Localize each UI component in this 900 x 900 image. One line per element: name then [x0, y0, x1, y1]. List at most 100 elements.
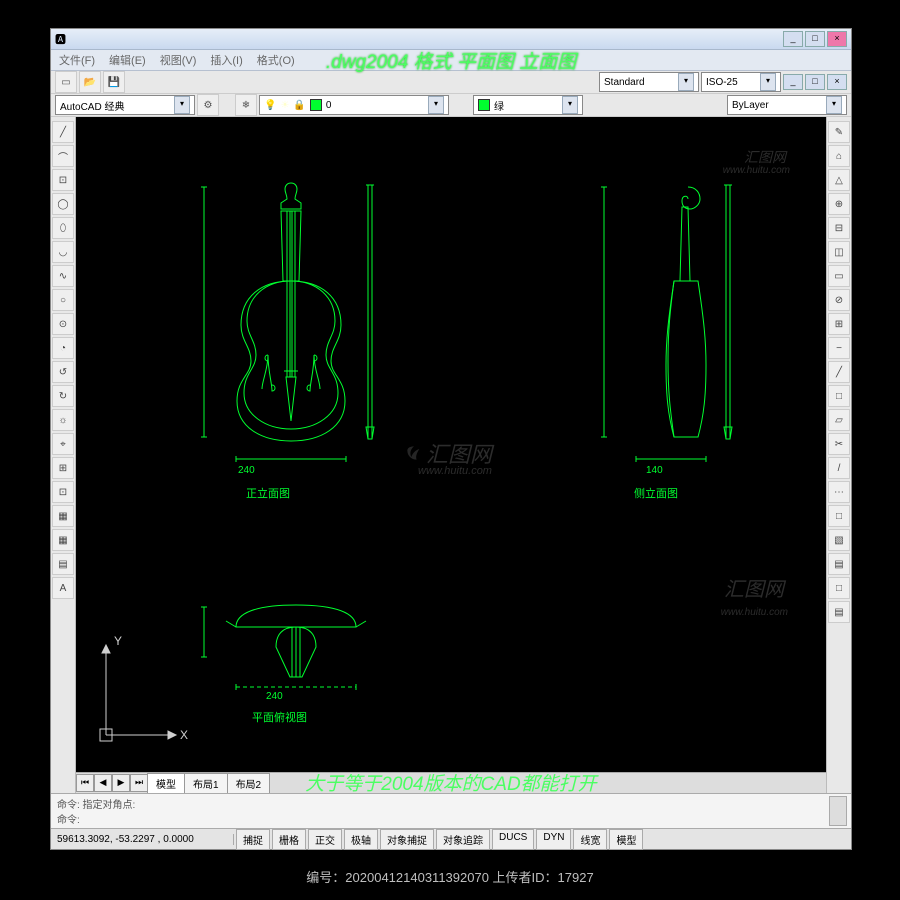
draw-tool-icon[interactable]: ⊞ — [52, 457, 74, 479]
modify-tool-icon[interactable]: ◫ — [828, 241, 850, 263]
draw-tool-icon[interactable]: ○ — [52, 289, 74, 311]
modify-tool-icon[interactable]: □ — [828, 385, 850, 407]
linetype-combo[interactable]: ByLayer▾ — [727, 95, 847, 115]
layer-tool-icon[interactable]: ❄ — [235, 94, 257, 116]
coords-readout: 59613.3092, -53.2297 , 0.0000 — [51, 834, 234, 845]
modify-tool-icon[interactable]: ▱ — [828, 409, 850, 431]
toolbar-row-1: ▭ 📂 💾 Standard▾ ISO-25▾ _ □ × — [51, 71, 851, 94]
modify-toolbar: ✎⌂△⊕⊟◫▭⊘⊞−╱□▱✂/⋯□▧▤□▤ — [826, 117, 851, 793]
status-bar: 59613.3092, -53.2297 , 0.0000 捕捉栅格正交极轴对象… — [51, 828, 851, 849]
modify-tool-icon[interactable]: ⊞ — [828, 313, 850, 335]
svg-text:Y: Y — [114, 634, 122, 648]
modify-tool-icon[interactable]: ⋯ — [828, 481, 850, 503]
style-combo[interactable]: Standard▾ — [599, 72, 699, 92]
modify-tool-icon[interactable]: ✂ — [828, 433, 850, 455]
draw-tool-icon[interactable]: ↺ — [52, 361, 74, 383]
gear-icon[interactable]: ⚙ — [197, 94, 219, 116]
layer-combo[interactable]: 💡☀🔒 0▾ — [259, 95, 449, 115]
draw-tool-icon[interactable]: ◔ — [52, 337, 74, 359]
draw-tool-icon[interactable]: ╱ — [52, 121, 74, 143]
modify-tool-icon[interactable]: □ — [828, 577, 850, 599]
modify-tool-icon[interactable]: □ — [828, 505, 850, 527]
modify-tool-icon[interactable]: ⊟ — [828, 217, 850, 239]
drawing-canvas[interactable]: 汇图网 www.huitu.com 汇图网 www.huitu.com 汇图网 … — [76, 117, 826, 772]
min-button[interactable]: _ — [783, 31, 803, 47]
draw-tool-icon[interactable]: ☼ — [52, 409, 74, 431]
modify-tool-icon[interactable]: − — [828, 337, 850, 359]
status-toggle[interactable]: DUCS — [492, 829, 534, 850]
tool-new-icon[interactable]: ▭ — [55, 71, 77, 93]
modify-tool-icon[interactable]: ▤ — [828, 553, 850, 575]
status-toggle[interactable]: 对象捕捉 — [380, 829, 434, 850]
modify-tool-icon[interactable]: ⊘ — [828, 289, 850, 311]
watermark: 汇图网 — [744, 147, 786, 167]
menu-item[interactable]: 视图(V) — [160, 52, 197, 68]
tab-prev-icon[interactable]: ◀ — [94, 774, 112, 792]
tab-layout1[interactable]: 布局1 — [184, 773, 228, 794]
draw-tool-icon[interactable]: ∿ — [52, 265, 74, 287]
status-toggle[interactable]: 捕捉 — [236, 829, 270, 850]
dimstyle-combo[interactable]: ISO-25▾ — [701, 72, 781, 92]
draw-tool-icon[interactable]: ⬯ — [52, 217, 74, 239]
tab-layout2[interactable]: 布局2 — [227, 773, 271, 794]
command-line[interactable]: 命令: 指定对角点: 命令: — [51, 793, 851, 828]
menu-item[interactable]: 格式(O) — [257, 52, 295, 68]
draw-tool-icon[interactable]: A — [52, 577, 74, 599]
status-toggle[interactable]: DYN — [536, 829, 571, 850]
status-toggle[interactable]: 线宽 — [573, 829, 607, 850]
draw-tool-icon[interactable]: ↻ — [52, 385, 74, 407]
layer-color-swatch — [310, 99, 322, 111]
doc-min-button[interactable]: _ — [783, 74, 803, 90]
doc-close-button[interactable]: × — [827, 74, 847, 90]
draw-tool-icon[interactable]: ⌒ — [52, 145, 74, 167]
modify-tool-icon[interactable]: / — [828, 457, 850, 479]
modify-tool-icon[interactable]: ▤ — [828, 601, 850, 623]
draw-tool-icon[interactable]: ▦ — [52, 505, 74, 527]
status-toggle[interactable]: 栅格 — [272, 829, 306, 850]
tab-next-icon[interactable]: ▶ — [112, 774, 130, 792]
tab-model[interactable]: 模型 — [147, 773, 185, 794]
draw-tool-icon[interactable]: ⊙ — [52, 313, 74, 335]
draw-tool-icon[interactable]: ▦ — [52, 529, 74, 551]
menu-item[interactable]: 编辑(E) — [109, 52, 146, 68]
violin-front-view — [196, 177, 386, 490]
cad-window: 🅰 _ □ × 文件(F) 编辑(E) 视图(V) 插入(I) 格式(O) .d… — [50, 28, 852, 850]
modify-tool-icon[interactable]: ⊕ — [828, 193, 850, 215]
modify-tool-icon[interactable]: ✎ — [828, 121, 850, 143]
modify-tool-icon[interactable]: ⌂ — [828, 145, 850, 167]
tab-last-icon[interactable]: ⏭ — [130, 774, 148, 792]
modify-tool-icon[interactable]: ▧ — [828, 529, 850, 551]
status-toggle[interactable]: 模型 — [609, 829, 643, 850]
draw-tool-icon[interactable]: ▤ — [52, 553, 74, 575]
draw-tool-icon[interactable]: ⌖ — [52, 433, 74, 455]
max-button[interactable]: □ — [805, 31, 825, 47]
draw-tool-icon[interactable]: ⊡ — [52, 169, 74, 191]
color-combo[interactable]: 绿▾ — [473, 95, 583, 115]
workspace-combo[interactable]: AutoCAD 经典▾ — [55, 95, 195, 115]
menu-item[interactable]: 文件(F) — [59, 52, 95, 68]
draw-tool-icon[interactable]: ⊡ — [52, 481, 74, 503]
modify-tool-icon[interactable]: ▭ — [828, 265, 850, 287]
modify-tool-icon[interactable]: ╱ — [828, 361, 850, 383]
cmd-history-line: 命令: 指定对角点: — [57, 796, 845, 811]
status-toggle[interactable]: 正交 — [308, 829, 342, 850]
close-button[interactable]: × — [827, 31, 847, 47]
cmd-scrollbar[interactable] — [829, 796, 847, 826]
dim-width-top: 240 — [266, 691, 283, 702]
doc-max-button[interactable]: □ — [805, 74, 825, 90]
menu-bar: 文件(F) 编辑(E) 视图(V) 插入(I) 格式(O) — [51, 50, 851, 71]
status-toggle[interactable]: 对象追踪 — [436, 829, 490, 850]
tool-open-icon[interactable]: 📂 — [79, 71, 101, 93]
draw-tool-icon[interactable]: ◡ — [52, 241, 74, 263]
status-toggle[interactable]: 极轴 — [344, 829, 378, 850]
draw-tool-icon[interactable]: ◯ — [52, 193, 74, 215]
modify-tool-icon[interactable]: △ — [828, 169, 850, 191]
svg-text:X: X — [180, 728, 188, 742]
watermark-url: www.huitu.com — [418, 465, 492, 477]
tab-first-icon[interactable]: ⏮ — [76, 774, 94, 792]
app-icon: 🅰 — [55, 31, 66, 47]
violin-top-view — [196, 587, 396, 720]
tool-save-icon[interactable]: 💾 — [103, 71, 125, 93]
dim-width-side: 140 — [646, 465, 663, 476]
menu-item[interactable]: 插入(I) — [210, 52, 242, 68]
